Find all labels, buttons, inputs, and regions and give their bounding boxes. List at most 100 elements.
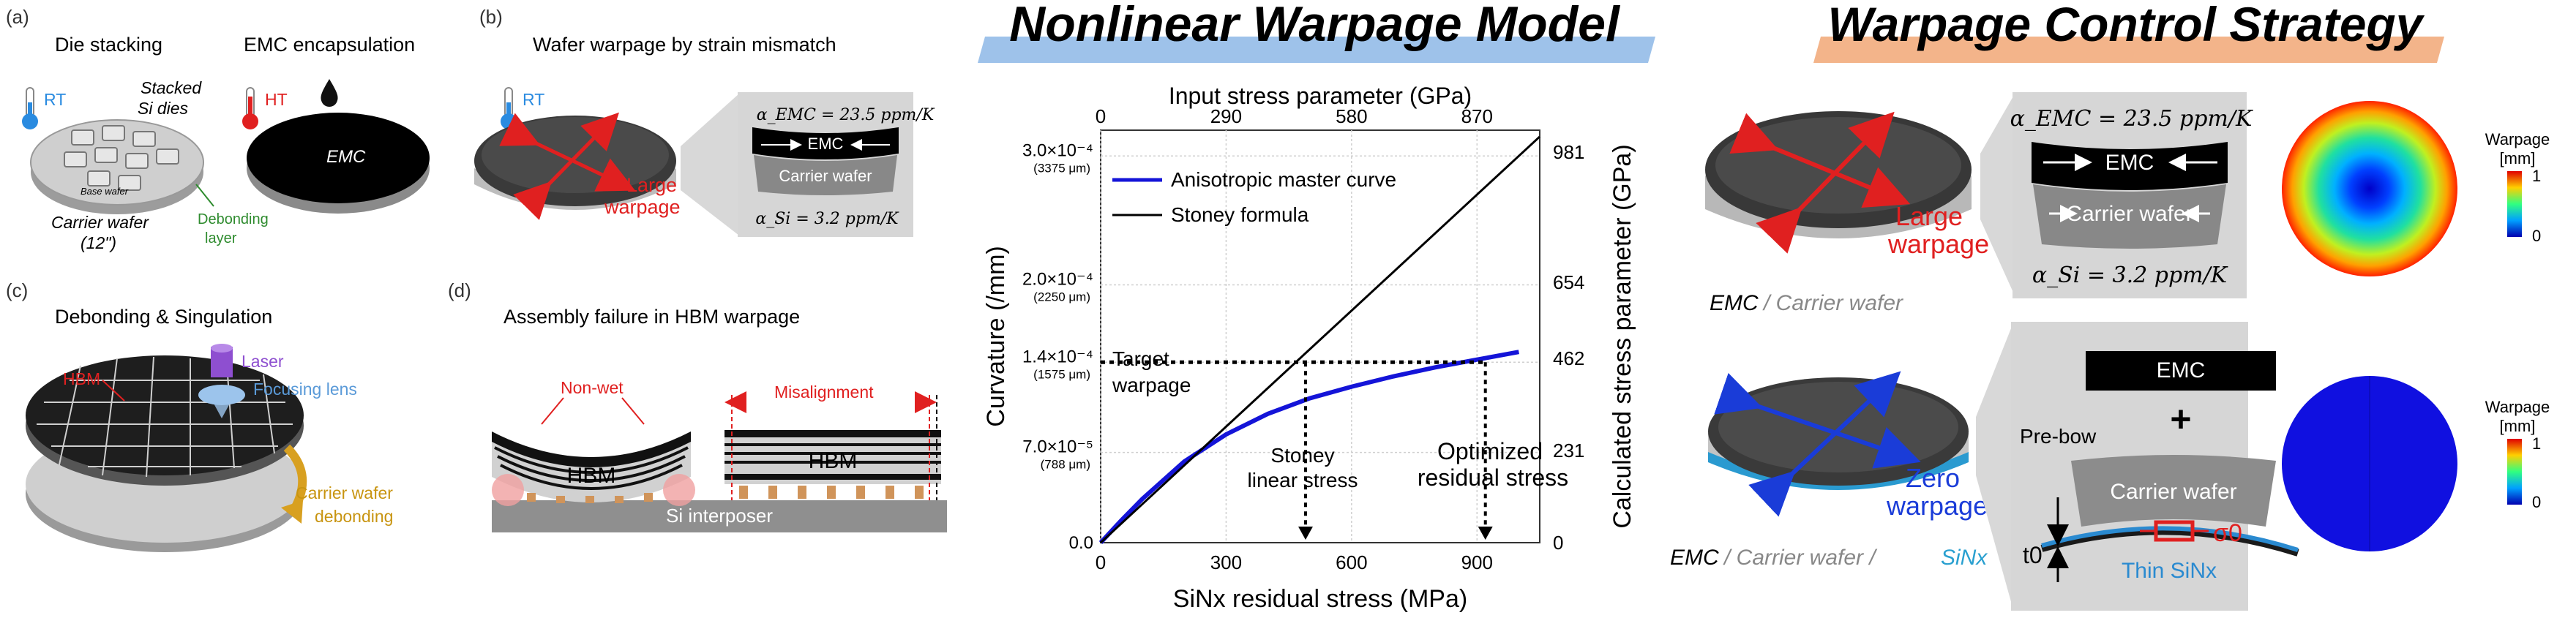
hbm-label-c: HBM [63, 369, 100, 388]
y-tick-label: 3.0×10⁻⁴ [1022, 140, 1093, 160]
carrier-label-b: Carrier wafer [779, 167, 872, 185]
panel-c-label: (c) [6, 279, 28, 301]
si-interposer [492, 500, 947, 532]
hbm-pointer-c [102, 380, 125, 402]
carrier-debond-label-2: debonding [315, 507, 393, 526]
x-tick-label: 300 [1210, 551, 1242, 573]
right-y-tick-label: 231 [1553, 440, 1584, 461]
flat-hbm-stack [724, 430, 941, 484]
debonding-layer-label: layer [205, 230, 237, 246]
colorbar-2-max: 1 [2532, 434, 2541, 453]
warpage-map-large [2282, 101, 2457, 276]
emc-box-label: EMC [2157, 358, 2206, 383]
non-wet-defect-right [663, 474, 695, 506]
thermometer-cold-icon-b [501, 87, 517, 129]
sinx-film [2041, 526, 2299, 552]
y-tick-sublabel: (3375 μm) [1033, 161, 1090, 175]
emc-wafer-label: EMC [326, 147, 366, 167]
large-warp-arrow-2 [1756, 111, 1895, 254]
emc-box-r2 [2086, 351, 2276, 391]
optimized-label-1: Optimized [1437, 438, 1543, 464]
stoney-arrow-head [1298, 527, 1313, 540]
top-x-tick-label: 580 [1336, 105, 1367, 127]
colorbar-1-max: 1 [2532, 167, 2541, 185]
bumps-right [739, 486, 924, 499]
optimized-arrow-head [1478, 527, 1493, 540]
chart-legend: Anisotropic master curve Stoney formula [1112, 168, 1396, 226]
legend-master-label: Anisotropic master curve [1171, 168, 1396, 191]
right-y-tick-label: 0 [1553, 532, 1563, 554]
sigma0-label: σ0 [2213, 519, 2242, 547]
curvature-chart: 0 300 600 900 0 290 580 870 0.0 7.0×10⁻⁵(788 μm) 1… [982, 83, 1636, 613]
emc-wafer [247, 113, 430, 214]
non-wet-defect-left [492, 474, 524, 506]
die-stacking-title: Die stacking [55, 34, 162, 56]
carrier-debond-label-1: Carrier wafer [296, 483, 393, 502]
rt-label: RT [44, 90, 66, 109]
series-anisotropic-master-curve [1098, 350, 1519, 545]
non-wet-pointer-1 [541, 397, 564, 425]
panel-b-label: (b) [479, 6, 503, 28]
carrier-caption-r1: / Carrier wafer [1762, 291, 1903, 315]
emc-drop-icon [321, 79, 338, 107]
panel-d-title: Assembly failure in HBM warpage [503, 306, 800, 328]
zero-label: Zero [1906, 463, 1960, 493]
sinx-caption-r2: SiNx [1941, 546, 1988, 570]
prebow-label: Pre-bow [2020, 425, 2097, 448]
debond-arrow-head [281, 500, 303, 524]
x-tick-label: 0 [1096, 551, 1106, 573]
map-unit-1: [mm] [2500, 149, 2536, 167]
thermometer-hot-icon [242, 87, 258, 129]
target-label-2: warpage [1112, 374, 1191, 396]
colorbar-1 [2507, 171, 2522, 237]
panel-a: (a) Die stacking EMC encapsulation RT [6, 6, 430, 252]
laser-head-top [211, 344, 233, 353]
carrier-label-r2: Carrier wafer [2110, 480, 2236, 504]
misalign-label: Misalignment [774, 383, 874, 402]
colorbar-2-min: 0 [2532, 493, 2541, 511]
top-x-tick-label: 290 [1210, 105, 1242, 127]
dicing-grid [37, 356, 293, 478]
chart-guides [1101, 360, 1493, 540]
hbm-label-d2: HBM [809, 449, 858, 473]
y-tick-label: 7.0×10⁻⁵ [1022, 437, 1093, 457]
large-label-b: Large [626, 174, 677, 196]
carrier-wafer-label: Carrier wafer [51, 213, 149, 232]
si-dies-label: Si dies [138, 99, 189, 118]
legend-stoney-label: Stoney formula [1171, 203, 1309, 226]
colorbar-1-min: 0 [2532, 227, 2541, 245]
map-unit-2: [mm] [2500, 417, 2536, 435]
target-label-1: Target [1112, 347, 1169, 370]
zoom-wedge-r2 [1976, 325, 2012, 607]
y-tick-label: 0.0 [1069, 533, 1093, 553]
plus-sign: + [2170, 399, 2191, 440]
lens-label: Focusing lens [253, 380, 357, 399]
rt-label-b: RT [523, 90, 544, 109]
strategy-bottom-row: Zero warpage EMC / Carrier wafer / SiNx … [1670, 322, 2550, 611]
debonding-label: Debonding [198, 211, 269, 227]
alpha-si-label-r: α_Si = 3.2 ppm/K [2032, 263, 2228, 288]
y-axis-title: Curvature (/mm) [982, 246, 1010, 426]
y-tick-sublabel: (2250 μm) [1033, 290, 1090, 304]
top-x-axis-title: Input stress parameter (GPa) [1169, 83, 1472, 109]
y-tick-sublabel: (788 μm) [1041, 458, 1090, 472]
carrier-layer-r2 [2071, 455, 2276, 527]
map-title-1: Warpage [2485, 130, 2550, 148]
non-wet-label: Non-wet [561, 378, 624, 397]
x-tick-label: 900 [1461, 551, 1493, 573]
x-axis-title: SiNx residual stress (MPa) [1173, 585, 1467, 613]
warpage-label-r: warpage [1887, 229, 1989, 259]
map-title-2: Warpage [2485, 398, 2550, 416]
carrier-label-r1: Carrier wafer [2066, 202, 2193, 226]
wafer-size-label: (12") [80, 233, 116, 252]
stoney-label-2: linear stress [1248, 469, 1358, 491]
right-y-tick-label: 654 [1553, 271, 1584, 293]
thin-sinx-label: Thin SiNx [2122, 559, 2217, 583]
carrier-caption-r2: / Carrier wafer / [1723, 546, 1877, 570]
y-tick-label: 1.4×10⁻⁴ [1022, 347, 1093, 366]
ht-label: HT [265, 90, 288, 109]
top-x-tick-label: 870 [1461, 105, 1493, 127]
warped-hbm-stack [492, 432, 691, 502]
zero-warp-arrow-2 [1748, 371, 1901, 517]
alpha-si-label-b: α_Si = 3.2 ppm/K [755, 210, 899, 228]
